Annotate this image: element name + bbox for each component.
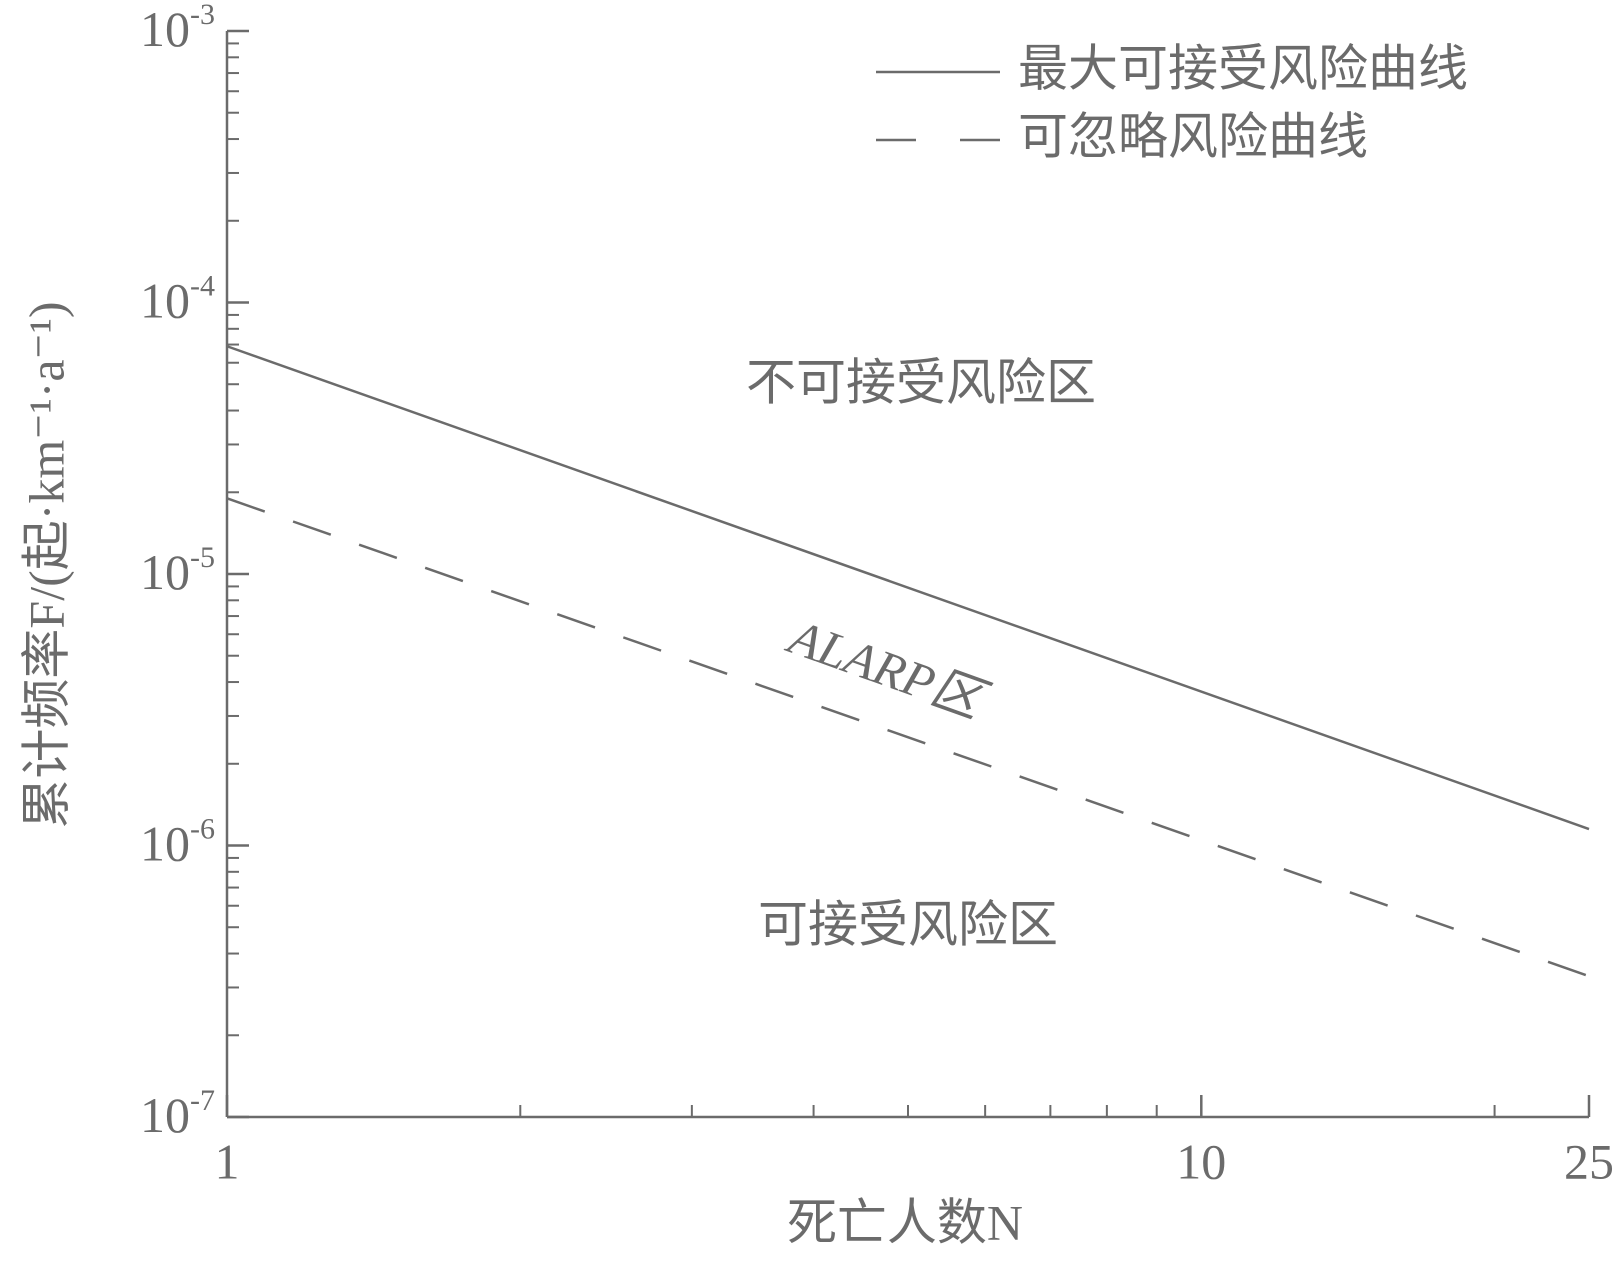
- y-tick-base: 10: [140, 816, 190, 872]
- y-tick-base: 10: [140, 1, 190, 57]
- y-tick-label: 10-3: [140, 0, 215, 57]
- y-axis-label: 累计频率F/(起·km⁻¹·a⁻¹): [18, 301, 74, 828]
- y-tick-base: 10: [140, 273, 190, 329]
- legend-label: 最大可接受风险曲线: [1018, 40, 1468, 96]
- legend-label: 可忽略风险曲线: [1018, 108, 1368, 164]
- y-tick-exponent: -3: [190, 0, 215, 31]
- y-tick-exponent: -5: [190, 541, 215, 574]
- y-tick-exponent: -7: [190, 1084, 215, 1117]
- y-tick-label: 10-5: [140, 541, 215, 601]
- y-tick-label: 10-6: [140, 812, 215, 872]
- x-tick-label: 25: [1564, 1133, 1614, 1189]
- line-series: [226, 345, 1590, 831]
- y-tick-label: 10-7: [140, 1084, 215, 1144]
- y-tick-base: 10: [140, 1087, 190, 1143]
- y-tick-base: 10: [140, 544, 190, 600]
- y-tick-label: 10-4: [140, 269, 215, 329]
- y-tick-exponent: -6: [190, 812, 215, 845]
- annotation: 可接受风险区: [758, 896, 1058, 952]
- y-tick-exponent: -4: [190, 269, 215, 302]
- x-axis-label: 死亡人数N: [787, 1194, 1023, 1250]
- line-series: [226, 497, 1590, 978]
- annotation: 不可接受风险区: [746, 354, 1096, 410]
- x-tick-label: 10: [1176, 1133, 1226, 1189]
- annotation: ALARP区: [780, 607, 997, 730]
- x-tick-label: 1: [215, 1133, 240, 1189]
